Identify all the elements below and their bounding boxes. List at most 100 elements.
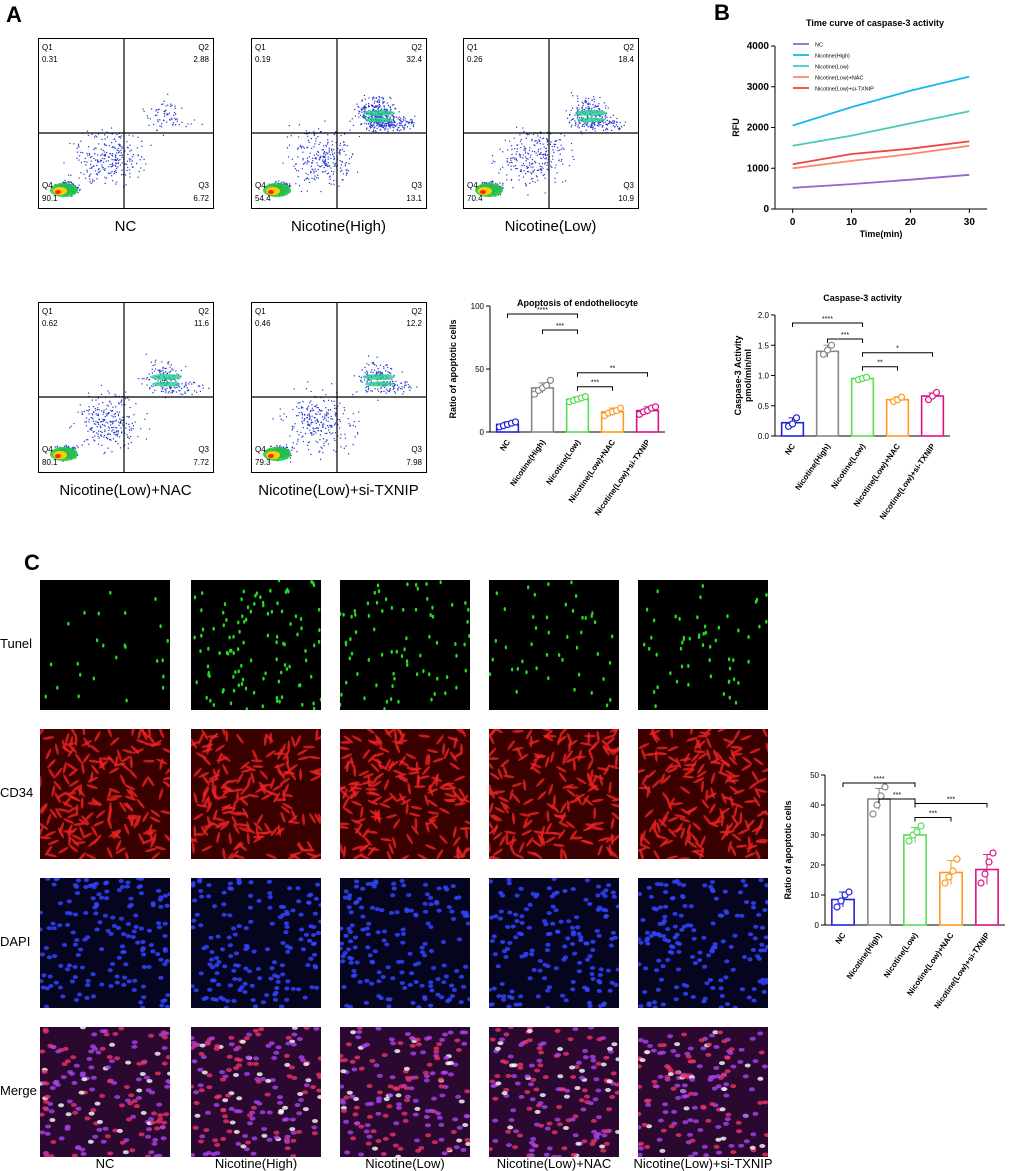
- cells: [191, 729, 321, 859]
- q4-label: Q4: [42, 181, 53, 190]
- panel-letter-c: C: [24, 550, 40, 575]
- y-tick-label: 50: [810, 771, 819, 780]
- significance-bracket: [862, 366, 898, 371]
- micrograph: [638, 878, 768, 1008]
- q2-value: 2.88: [193, 55, 209, 64]
- q3-label: Q3: [411, 181, 422, 190]
- micrograph: [40, 878, 170, 1008]
- row-label: Tunel: [0, 636, 33, 651]
- chart-title: Apoptosis of endotheliocyte: [517, 298, 638, 308]
- flow-density-max: [268, 190, 274, 194]
- data-point: [873, 801, 881, 809]
- x-tick-label: 10: [846, 217, 858, 228]
- legend-label: Nicotine(Low): [815, 65, 849, 71]
- column-label: Nicotine(Low): [365, 1156, 445, 1171]
- significance-label: ***: [893, 792, 901, 799]
- q1-label: Q1: [255, 43, 266, 52]
- flow-label: Nicotine(High): [290, 218, 387, 235]
- q1-value: 0.62: [42, 319, 58, 328]
- micrograph: [40, 1027, 170, 1157]
- y-tick-label: 0.5: [758, 402, 770, 411]
- data-point: [913, 828, 921, 836]
- x-tick-label: NC: [498, 438, 512, 453]
- significance-label: ****: [874, 776, 885, 783]
- flow-density-max: [480, 190, 486, 194]
- data-point: [881, 783, 889, 791]
- q2-value: 12.2: [406, 319, 422, 328]
- cells: [191, 1027, 321, 1157]
- series-line: [792, 75, 970, 127]
- q4-value: 90.1: [42, 194, 58, 203]
- y-tick-label: 3000: [747, 82, 770, 93]
- y-tick-label: 2.0: [758, 311, 770, 320]
- data-point: [989, 849, 997, 857]
- flow-density-q2b: [365, 381, 393, 387]
- bar: [815, 350, 840, 437]
- micrograph: [489, 878, 619, 1008]
- q2-label: Q2: [623, 43, 634, 52]
- chart-title: Time curve of caspase-3 activity: [806, 18, 944, 28]
- q1-label: Q1: [255, 307, 266, 316]
- cells: [340, 878, 470, 1008]
- y-tick-label: 100: [471, 302, 485, 311]
- flow-density-q2b: [365, 117, 393, 123]
- caspase-activity-bar-chart: Caspase-3 activity 0.0 0.5 1.0 1.5 2.0 Caspase…: [733, 293, 950, 521]
- flow-density-q2a: [150, 374, 182, 380]
- q3-value: 13.1: [406, 194, 422, 203]
- flow-plot-1: Q1 0.19 Q2 32.4 Q3 13.1 Q4 54.4: [251, 38, 427, 209]
- bar: [903, 834, 927, 926]
- significance-bracket: [577, 372, 648, 377]
- micrograph: [40, 580, 170, 710]
- bar: [920, 395, 945, 437]
- significance-bracket: [914, 803, 988, 808]
- data-point: [788, 420, 797, 428]
- q4-value: 79.3: [255, 458, 271, 467]
- significance-bracket: [507, 313, 578, 318]
- micrograph: [40, 729, 170, 859]
- data-point: [917, 822, 925, 830]
- significance-bracket: [862, 352, 933, 357]
- bar: [850, 377, 875, 437]
- significance-bracket: [542, 329, 578, 334]
- cells: [489, 729, 619, 859]
- data-point: [616, 404, 625, 412]
- caspase-time-line-chart: Time curve of caspase-3 activity01000200…: [731, 18, 987, 239]
- y-tick-label: 1000: [747, 163, 770, 174]
- significance-bracket: [842, 782, 916, 787]
- y-tick-label: 40: [810, 801, 819, 810]
- data-point: [869, 810, 877, 818]
- q3-value: 6.72: [193, 194, 209, 203]
- data-point: [977, 879, 985, 887]
- significance-label: ***: [556, 323, 564, 330]
- flow-density-q2b: [152, 381, 180, 387]
- micrograph: [638, 580, 768, 710]
- q4-label: Q4: [467, 181, 478, 190]
- flow-label: NC: [114, 218, 137, 235]
- cells: [340, 729, 470, 859]
- x-axis-label: Time(min): [860, 229, 903, 239]
- micrograph: [489, 1027, 619, 1157]
- x-tick-label: NC: [783, 442, 797, 457]
- data-point: [845, 888, 853, 896]
- significance-label: **: [877, 360, 883, 367]
- x-tick-label: Nicotine(High): [793, 442, 832, 492]
- data-point: [651, 403, 660, 411]
- q3-label: Q3: [411, 445, 422, 454]
- flow-label: Nicotine(Low): [504, 218, 597, 235]
- flow-density-q2a: [363, 374, 395, 380]
- cells: [638, 878, 768, 1008]
- data-point: [949, 867, 957, 875]
- data-point: [953, 855, 961, 863]
- q1-value: 0.26: [467, 55, 483, 64]
- q4-label: Q4: [42, 445, 53, 454]
- apoptosis-bar-chart: Apoptosis of endotheliocyte 0 50 100 Ratio o…: [448, 298, 665, 517]
- flow-density-max: [55, 190, 61, 194]
- x-tick-label: Nicotine(Low): [544, 438, 582, 487]
- micrograph: [340, 1027, 470, 1157]
- significance-label: ***: [947, 797, 955, 804]
- x-tick-label: Nicotine(Low): [829, 442, 867, 491]
- flow-plot-4: Q1 0.46 Q2 12.2 Q3 7.98 Q4 79.3: [251, 302, 427, 473]
- data-point: [981, 870, 989, 878]
- y-tick-label: 2000: [747, 123, 770, 134]
